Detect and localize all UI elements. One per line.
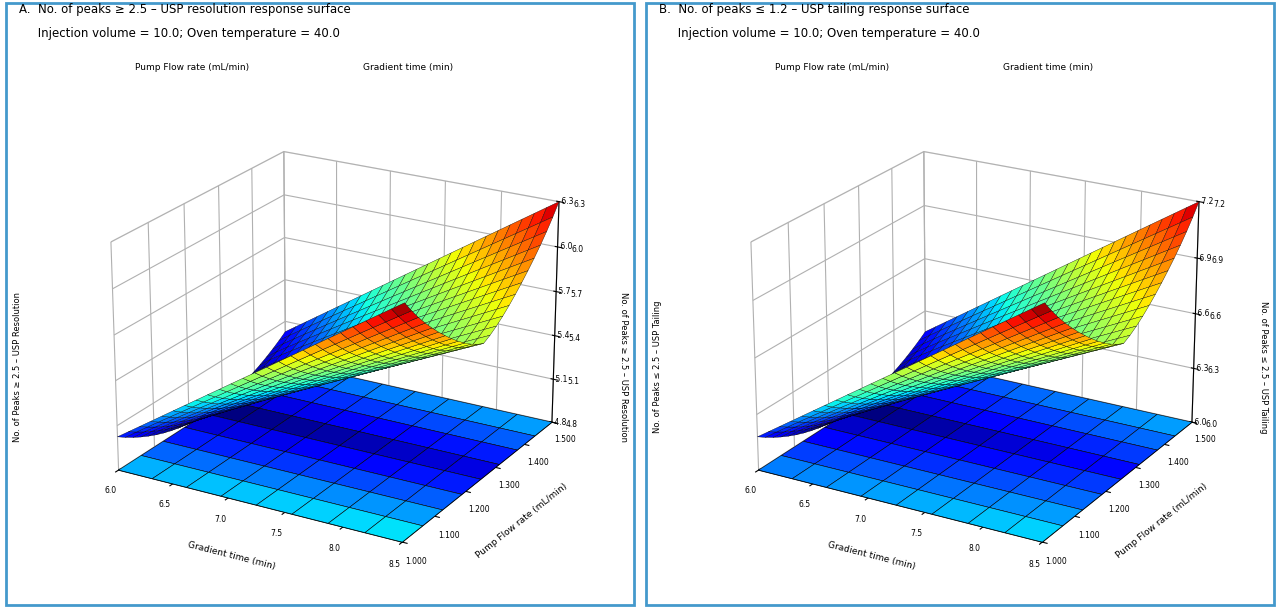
- Text: Injection volume = 10.0; Oven temperature = 40.0: Injection volume = 10.0; Oven temperatur…: [19, 27, 340, 40]
- X-axis label: Gradient time (min): Gradient time (min): [187, 540, 276, 571]
- Text: Pump Flow rate (mL/min): Pump Flow rate (mL/min): [776, 62, 890, 71]
- Text: No. of Peaks ≥ 2.5 – USP Resolution: No. of Peaks ≥ 2.5 – USP Resolution: [620, 292, 628, 442]
- Text: No. of Peaks ≤ 2.5 – USP Tailing: No. of Peaks ≤ 2.5 – USP Tailing: [1260, 301, 1268, 433]
- Text: Gradient time (min): Gradient time (min): [364, 62, 453, 71]
- Y-axis label: Pump Flow rate (mL/min): Pump Flow rate (mL/min): [1115, 482, 1210, 560]
- X-axis label: Gradient time (min): Gradient time (min): [827, 540, 916, 571]
- Text: No. of Peaks ≥ 2.5 – USP Resolution: No. of Peaks ≥ 2.5 – USP Resolution: [13, 292, 22, 442]
- Text: No. of Peaks ≤ 2.5 – USP Tailing: No. of Peaks ≤ 2.5 – USP Tailing: [653, 301, 662, 433]
- Text: Injection volume = 10.0; Oven temperature = 40.0: Injection volume = 10.0; Oven temperatur…: [659, 27, 980, 40]
- Y-axis label: Pump Flow rate (mL/min): Pump Flow rate (mL/min): [475, 482, 570, 560]
- Text: A.  No. of peaks ≥ 2.5 – USP resolution response surface: A. No. of peaks ≥ 2.5 – USP resolution r…: [19, 3, 351, 16]
- Text: Gradient time (min): Gradient time (min): [1004, 62, 1093, 71]
- Text: Pump Flow rate (mL/min): Pump Flow rate (mL/min): [136, 62, 250, 71]
- Text: B.  No. of peaks ≤ 1.2 – USP tailing response surface: B. No. of peaks ≤ 1.2 – USP tailing resp…: [659, 3, 970, 16]
- Legend: 6.2, 6.0, 5.8, 5.6, 5.4, 5.2, 5.0, 4.8: 6.2, 6.0, 5.8, 5.6, 5.4, 5.2, 5.0, 4.8: [742, 458, 790, 588]
